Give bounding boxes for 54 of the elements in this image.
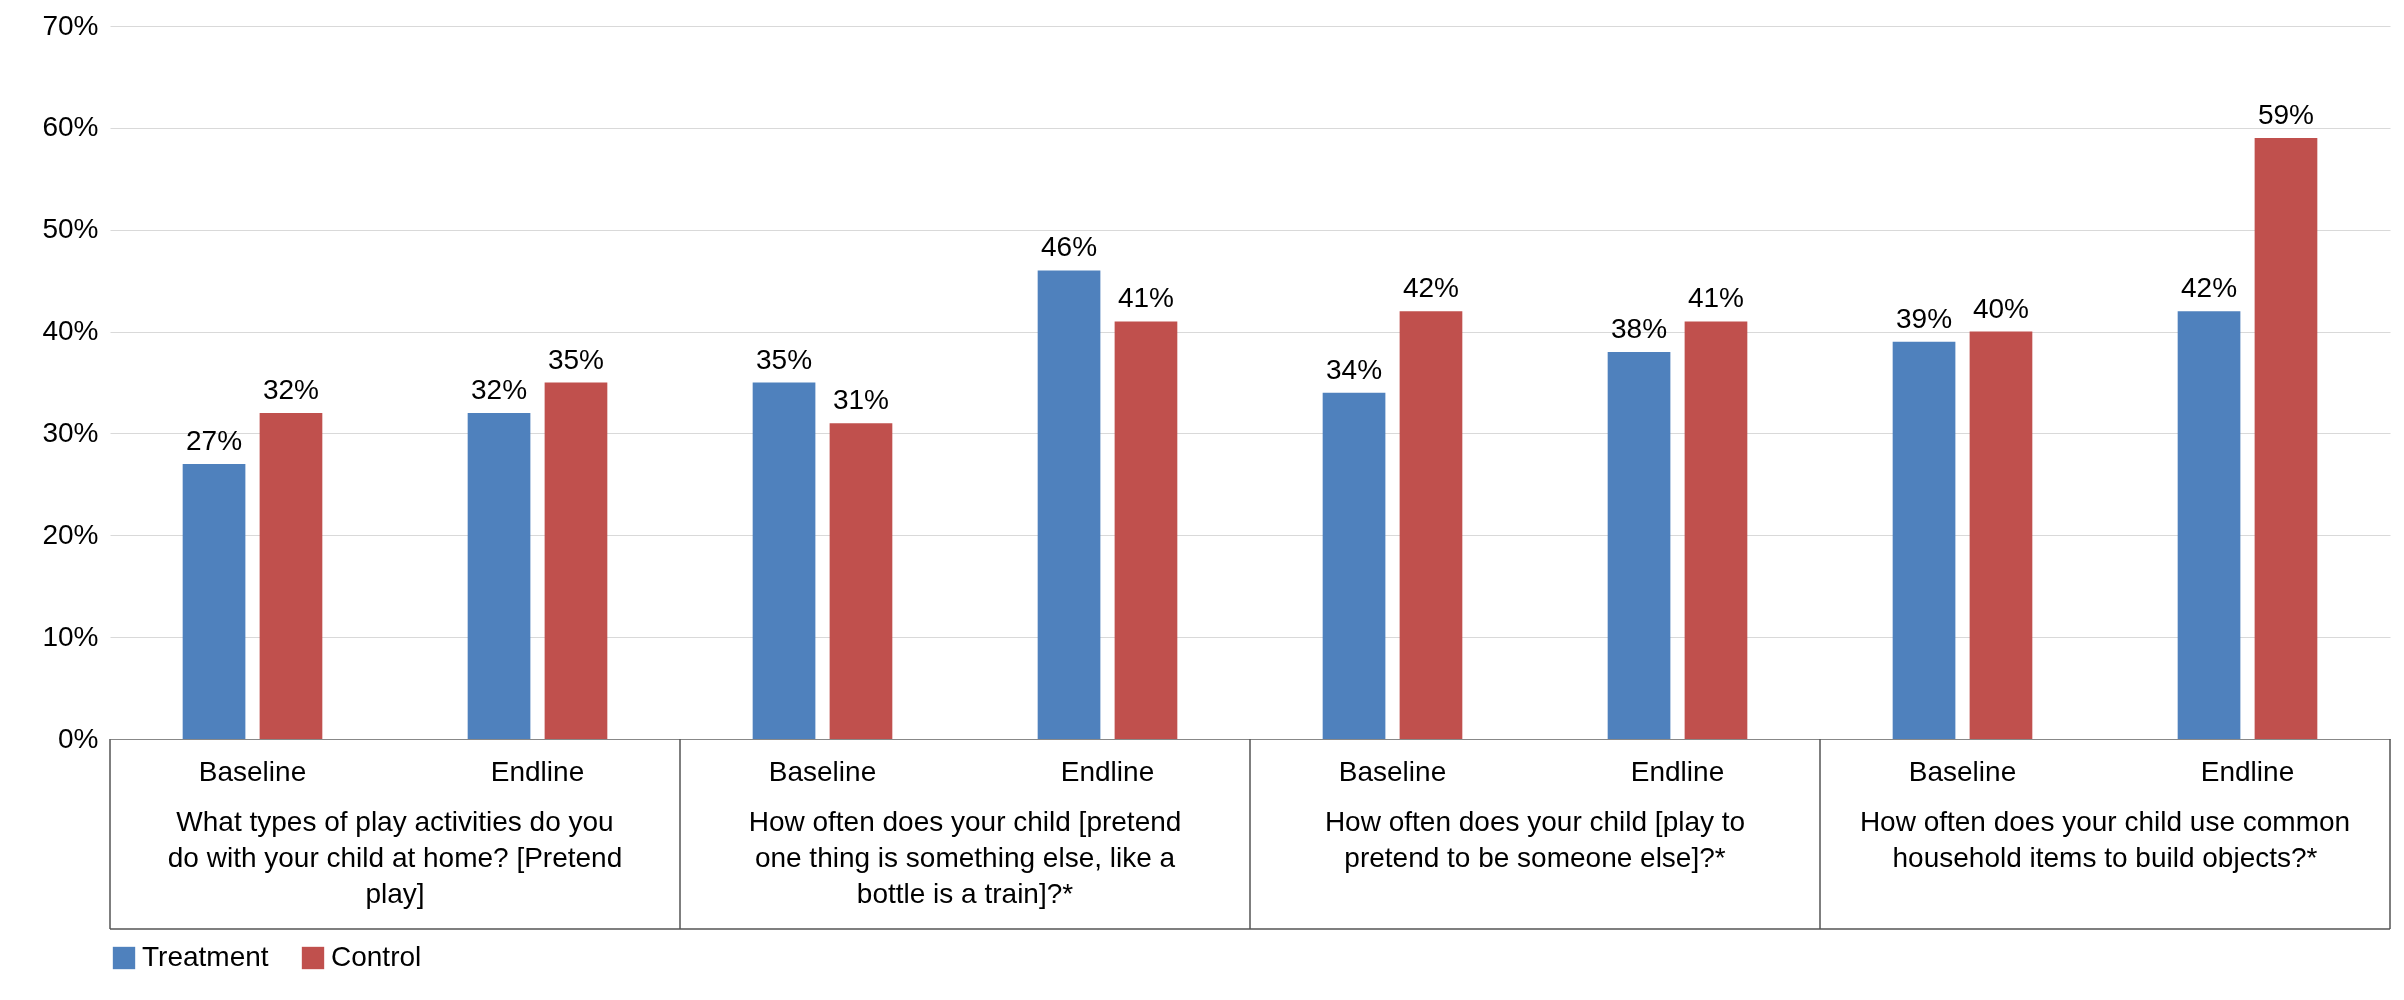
bar bbox=[182, 463, 246, 739]
y-tick-label: 70% bbox=[42, 9, 99, 41]
bar bbox=[1607, 351, 1671, 739]
bar bbox=[2177, 311, 2241, 739]
text: How often does your child [pretend one thing is something else, like a bottle is a train]?* bbox=[748, 806, 1182, 909]
x-tick-label: Endline bbox=[490, 756, 585, 787]
y-tick-label: 50% bbox=[42, 213, 99, 245]
data-label: 32% bbox=[471, 374, 528, 406]
bar bbox=[544, 382, 608, 739]
data-label: 42% bbox=[1402, 272, 1459, 304]
bar bbox=[467, 413, 531, 739]
y-tick-label: 20% bbox=[42, 518, 99, 550]
data-label: 34% bbox=[1326, 353, 1383, 385]
bar bbox=[259, 413, 323, 739]
data-label: 41% bbox=[1687, 282, 1744, 314]
text: How often does your child use common household items to build objects?* bbox=[1859, 806, 2351, 873]
bar bbox=[829, 423, 893, 739]
data-label: 27% bbox=[186, 424, 243, 456]
bar bbox=[752, 382, 816, 739]
legend-label: Treatment bbox=[142, 941, 269, 972]
bar bbox=[2254, 138, 2318, 739]
x-tick-label: Baseline bbox=[768, 756, 877, 787]
data-label: 35% bbox=[547, 343, 604, 375]
legend-label: Control bbox=[331, 941, 422, 972]
bar bbox=[1969, 331, 2033, 739]
data-label: 39% bbox=[1896, 302, 1953, 334]
data-label: 38% bbox=[1611, 312, 1668, 344]
data-label: 32% bbox=[262, 374, 319, 406]
bar bbox=[1114, 321, 1178, 739]
x-tick-label: Baseline bbox=[198, 756, 307, 787]
y-tick-label: 60% bbox=[42, 111, 99, 143]
bar bbox=[1399, 311, 1463, 739]
y-tick-label: 10% bbox=[42, 620, 99, 652]
bar bbox=[1684, 321, 1748, 739]
bar bbox=[1892, 341, 1956, 739]
text: What types of play activities do you do with your child at home? [Pretend play] bbox=[167, 806, 623, 909]
x-tick-label: Baseline bbox=[1908, 756, 2017, 787]
data-label: 40% bbox=[1972, 292, 2029, 324]
x-tick-label: Endline bbox=[1060, 756, 1155, 787]
data-label: 46% bbox=[1041, 231, 1098, 263]
text: How often does your child [play to pretend to be someone else]?* bbox=[1324, 806, 1746, 873]
y-tick-label: 0% bbox=[58, 722, 99, 754]
data-label: 41% bbox=[1117, 282, 1174, 314]
x-tick-label: Endline bbox=[1630, 756, 1725, 787]
data-label: 31% bbox=[832, 384, 889, 416]
y-tick-label: 40% bbox=[42, 315, 99, 347]
data-label: 42% bbox=[2181, 272, 2238, 304]
x-tick-label: Baseline bbox=[1338, 756, 1447, 787]
data-label: 59% bbox=[2257, 99, 2314, 131]
x-tick-label: Endline bbox=[2200, 756, 2295, 787]
bar bbox=[1037, 270, 1101, 739]
data-label: 35% bbox=[756, 343, 813, 375]
bar bbox=[1322, 392, 1386, 739]
y-tick-label: 30% bbox=[42, 416, 99, 448]
